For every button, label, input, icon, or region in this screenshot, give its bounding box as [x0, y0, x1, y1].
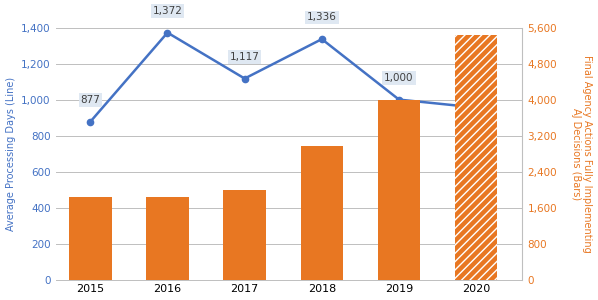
Bar — [378, 100, 420, 280]
Text: 1,372: 1,372 — [152, 6, 182, 16]
Bar — [147, 197, 189, 280]
Text: 956: 956 — [466, 81, 486, 91]
Bar — [69, 197, 112, 280]
Y-axis label: Final Agency Actions Fully Implementing
AJ Decisions (Bars): Final Agency Actions Fully Implementing … — [571, 55, 593, 253]
Text: 1,000: 1,000 — [385, 73, 414, 83]
Bar — [455, 35, 498, 280]
Text: 877: 877 — [80, 95, 100, 105]
Bar — [224, 190, 266, 280]
Text: 1,336: 1,336 — [307, 13, 337, 22]
Bar — [301, 146, 343, 280]
Y-axis label: Average Processing Days (Line): Average Processing Days (Line) — [5, 76, 16, 231]
Text: 1,117: 1,117 — [230, 52, 260, 62]
